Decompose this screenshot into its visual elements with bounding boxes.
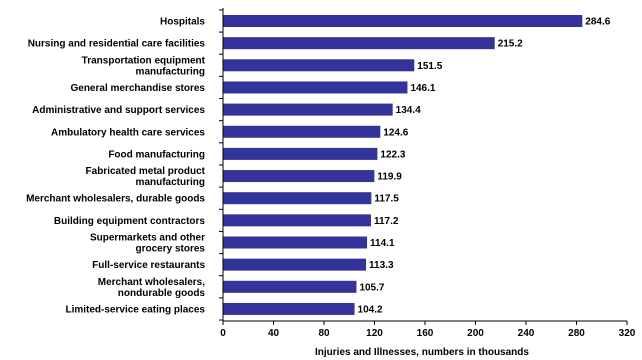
- value-label-13: 104.2: [358, 304, 383, 315]
- value-label-9: 117.2: [374, 216, 399, 227]
- x-tick-label-3: 120: [366, 328, 383, 339]
- value-label-1: 215.2: [498, 39, 523, 50]
- bar-1: [223, 37, 495, 50]
- category-label-6: Food manufacturing: [108, 149, 205, 160]
- value-label-10: 114.1: [370, 238, 395, 249]
- value-label-8: 117.5: [374, 194, 399, 205]
- value-label-6: 122.3: [380, 149, 405, 160]
- x-tick-label-0: 0: [220, 328, 226, 339]
- category-label-8: Merchant wholesalers, durable goods: [26, 194, 205, 205]
- category-label-4: Administrative and support services: [32, 105, 205, 116]
- value-label-12: 105.7: [359, 282, 384, 293]
- value-label-11: 113.3: [369, 260, 394, 271]
- category-label-2: Transportation equipment manufacturing: [82, 55, 206, 77]
- bar-9: [223, 214, 371, 227]
- value-label-0: 284.6: [585, 17, 610, 28]
- x-tick-label-8: 320: [619, 328, 636, 339]
- bar-2: [223, 59, 415, 72]
- value-labels: 284.6 215.2 151.5 146.1 134.4 124.6 122.3 119.9…: [358, 17, 611, 316]
- bars: [223, 15, 583, 315]
- value-label-2: 151.5: [417, 61, 442, 72]
- category-label-9: Building equipment contractors: [54, 216, 206, 227]
- value-label-4: 134.4: [396, 105, 421, 116]
- bar-0: [223, 15, 583, 27]
- x-tick-label-7: 280: [568, 328, 585, 339]
- category-label-7: Fabricated metal product manufacturing: [86, 166, 206, 188]
- category-label-13: Limited-service eating places: [65, 304, 205, 315]
- x-axis-title: Injuries and Illnesses, numbers in thous…: [315, 347, 529, 358]
- bar-4: [223, 103, 393, 116]
- category-label-0: Hospitals: [160, 17, 205, 28]
- x-tick-label-1: 40: [268, 328, 280, 339]
- category-label-11: Full-service restaurants: [92, 260, 205, 271]
- category-label-10: Supermarkets and other grocery stores: [90, 233, 205, 255]
- category-label-3: General merchandise stores: [70, 83, 205, 94]
- bar-13: [223, 302, 355, 315]
- bar-3: [223, 81, 408, 94]
- bar-6: [223, 147, 378, 160]
- category-label-1: Nursing and residential care facilities: [28, 39, 206, 50]
- x-tick-label-5: 200: [467, 328, 484, 339]
- category-labels: Hospitals Nursing and residential care fa…: [26, 17, 206, 316]
- x-tick-label-6: 240: [518, 328, 535, 339]
- bar-10: [223, 236, 368, 249]
- value-label-7: 119.9: [377, 172, 402, 183]
- x-tick-label-4: 160: [417, 328, 434, 339]
- x-tick-label-2: 80: [318, 328, 330, 339]
- category-label-5: Ambulatory health care services: [51, 127, 205, 138]
- value-label-5: 124.6: [383, 127, 408, 138]
- x-axis: 0 40 80 120 160 200 240 280 320: [219, 8, 636, 339]
- category-label-12: Merchant wholesalers, nondurable goods: [98, 277, 206, 299]
- bar-7: [223, 170, 375, 183]
- bar-8: [223, 192, 372, 205]
- bar-11: [223, 258, 367, 271]
- bar-12: [223, 280, 357, 293]
- value-label-3: 146.1: [410, 83, 435, 94]
- bar-5: [223, 125, 381, 138]
